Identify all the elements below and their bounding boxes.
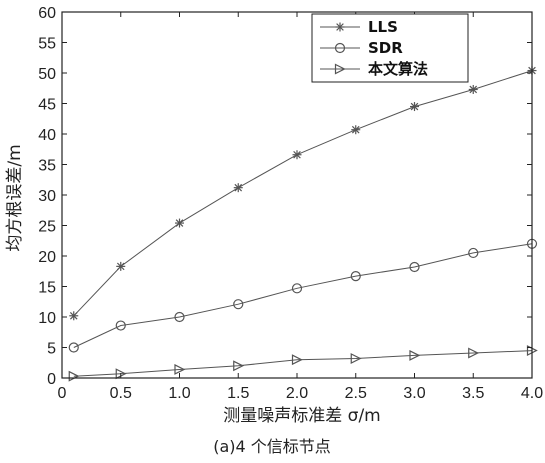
y-tick-label: 50 [38, 66, 56, 83]
x-tick-label: 1.5 [227, 385, 249, 402]
figure-caption: (a)4 个信标节点 [213, 437, 331, 456]
x-tick-label: 3.0 [403, 385, 425, 402]
data-point [410, 102, 419, 112]
series-line [73, 350, 533, 377]
y-tick-label: 40 [38, 127, 56, 144]
data-point [468, 247, 479, 259]
y-tick-label: 0 [47, 371, 56, 388]
x-tick-label: 3.5 [462, 385, 484, 402]
data-point [350, 353, 362, 364]
data-point [468, 84, 478, 94]
axes: 0 5 10 15 20 25 30 35 40 45 50 55 60 0 0.5 1.0 1.5 2.0 2.5… [38, 5, 543, 402]
legend-marker [334, 63, 346, 75]
legend-marker [335, 22, 345, 32]
y-tick-label: 20 [38, 249, 56, 266]
y-tick-label: 55 [38, 36, 56, 53]
y-tick-label: 10 [38, 310, 56, 327]
data-point [291, 283, 303, 294]
x-tick-label: 2.5 [345, 385, 367, 402]
data-point [174, 363, 186, 375]
data-point [409, 349, 421, 361]
x-tick-label: 0 [58, 385, 67, 402]
data-point [115, 320, 126, 331]
y-axis-label: 均方根误差/m [5, 144, 25, 251]
legend: LLS SDR 本文算法 [311, 13, 469, 83]
y-tick-label: 15 [38, 280, 56, 297]
legend-label: 本文算法 [368, 60, 428, 78]
x-tick-label: 0.5 [110, 385, 132, 402]
series-triangle-right [68, 345, 538, 382]
data-point [175, 218, 184, 228]
plot-area [68, 66, 538, 382]
y-tick-label: 30 [38, 188, 56, 205]
data-point [468, 347, 480, 359]
data-point [292, 150, 302, 160]
y-tick-label: 45 [38, 97, 56, 114]
data-point [233, 183, 243, 193]
legend-label: SDR [368, 39, 403, 57]
data-point [351, 125, 361, 135]
data-point [350, 271, 361, 282]
series-line [73, 70, 533, 317]
data-point [69, 311, 79, 321]
data-point [409, 261, 420, 273]
y-tick-label: 60 [38, 5, 56, 22]
series-line [73, 243, 533, 348]
series-asterisk [69, 66, 537, 321]
x-tick-label: 4.0 [521, 385, 543, 402]
data-point [116, 261, 126, 271]
data-point [291, 354, 303, 366]
legend-label: LLS [368, 18, 398, 36]
x-tick-label: 2.0 [286, 385, 308, 402]
y-tick-label: 5 [47, 341, 56, 358]
legend-marker [334, 42, 346, 54]
y-tick-label: 35 [38, 158, 56, 175]
y-tick-label: 25 [38, 219, 56, 236]
data-point [233, 299, 244, 310]
data-point [68, 342, 79, 353]
x-axis-label: 测量噪声标准差 σ/m [223, 406, 380, 426]
data-point [174, 311, 185, 323]
series-circle [68, 238, 538, 353]
x-tick-label: 1.0 [168, 385, 190, 402]
data-point [233, 360, 245, 372]
